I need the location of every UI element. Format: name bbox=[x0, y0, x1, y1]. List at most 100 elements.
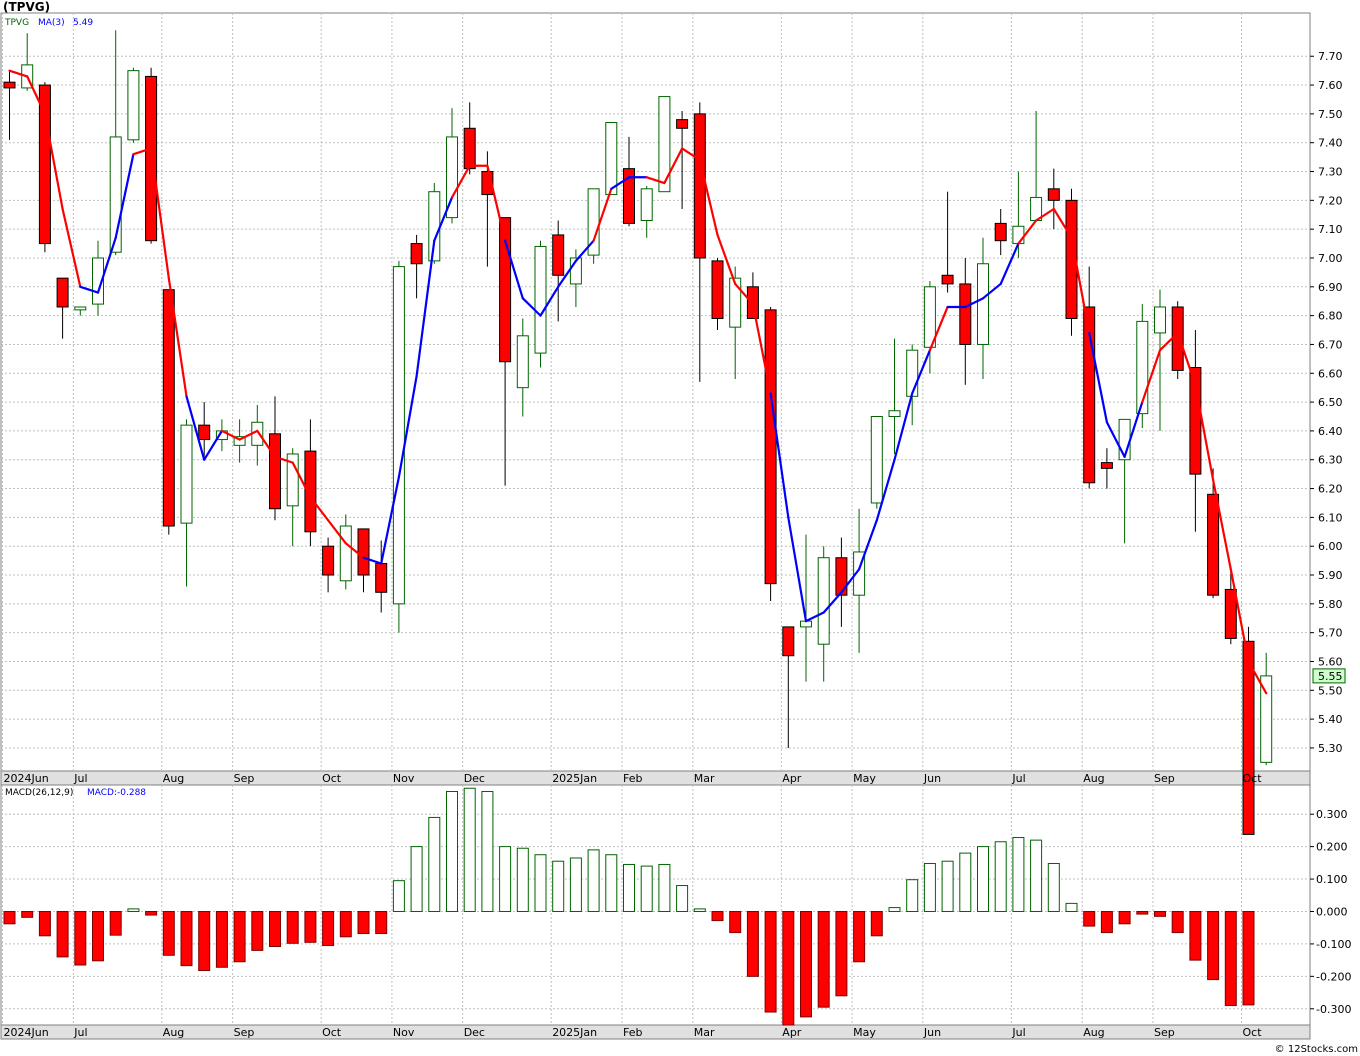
x-tick-label: 2024Jun bbox=[4, 1026, 49, 1039]
macd-y-axis: 0.300 0.200 0.100 0.000 -0.100 -0.200 -0.300 bbox=[1310, 808, 1351, 1016]
candle-body bbox=[198, 424, 211, 441]
price-ytick-label: 6.00 bbox=[1318, 540, 1343, 553]
x-tick-label: Apr bbox=[782, 772, 802, 785]
macd-bar bbox=[109, 910, 122, 936]
macd-bar bbox=[693, 908, 706, 912]
candle bbox=[1189, 330, 1202, 532]
macd-ytick-label: -0.200 bbox=[1316, 970, 1351, 983]
ma3-segment bbox=[521, 297, 542, 317]
macd-bar bbox=[499, 846, 512, 912]
candle-body bbox=[640, 188, 653, 222]
candle-body bbox=[1242, 640, 1255, 835]
macd-bar bbox=[233, 910, 246, 963]
candle bbox=[410, 234, 423, 299]
macd-bar bbox=[711, 910, 724, 922]
price-ytick-label: 7.60 bbox=[1318, 79, 1343, 92]
macd-bar bbox=[410, 846, 423, 912]
macd-bar bbox=[1012, 837, 1025, 912]
candle bbox=[304, 419, 317, 547]
candle-body bbox=[74, 306, 87, 311]
x-tick-label: Jul bbox=[1011, 772, 1025, 785]
candle bbox=[817, 546, 830, 682]
candle-body bbox=[127, 70, 140, 141]
ma3-segment bbox=[787, 516, 808, 623]
x-tick-label: Sep bbox=[234, 772, 255, 785]
ma3-segment bbox=[8, 69, 29, 78]
macd-legend-value: MACD:-0.288 bbox=[87, 788, 146, 798]
candle-body bbox=[906, 349, 919, 397]
ma3-segment bbox=[1141, 349, 1162, 404]
candle-body bbox=[357, 528, 370, 576]
candle-body bbox=[428, 191, 441, 262]
candle-body bbox=[375, 562, 388, 593]
ma3-segment bbox=[415, 239, 436, 378]
candle-body bbox=[817, 557, 830, 645]
macd-bar bbox=[569, 857, 582, 912]
macd-bar bbox=[1030, 839, 1043, 912]
macd-bar bbox=[251, 910, 264, 951]
x-tick-label: 2024Jun bbox=[4, 772, 49, 785]
ma3-segment bbox=[574, 239, 595, 262]
ma3-segment bbox=[167, 277, 188, 398]
ma3-segment bbox=[1247, 660, 1268, 695]
ma3-segment bbox=[362, 556, 383, 565]
x-tick-label: Jul bbox=[1011, 1026, 1025, 1039]
price-ytick-label: 5.40 bbox=[1318, 713, 1343, 726]
x-tick-label: 2025Jan bbox=[552, 1026, 597, 1039]
candle bbox=[941, 191, 954, 293]
ma3-segment bbox=[663, 147, 684, 185]
candle-body bbox=[1154, 306, 1166, 334]
macd-bar bbox=[605, 854, 618, 912]
candle-body bbox=[623, 168, 635, 224]
candle-body bbox=[1260, 675, 1273, 763]
candle bbox=[959, 257, 972, 385]
x-tick-label: May bbox=[853, 772, 876, 785]
candle-body bbox=[410, 243, 423, 265]
candle bbox=[711, 257, 724, 331]
price-ytick-label: 5.80 bbox=[1318, 598, 1343, 611]
x-tick-label: Oct bbox=[322, 1026, 342, 1039]
candle bbox=[1136, 304, 1149, 429]
candle bbox=[1154, 289, 1166, 431]
candle-body bbox=[888, 410, 901, 417]
macd-bar bbox=[1047, 862, 1060, 912]
macd-bar bbox=[764, 910, 777, 1013]
candle-body bbox=[676, 119, 689, 129]
price-ytick-label: 6.40 bbox=[1318, 425, 1343, 438]
macd-bar bbox=[304, 910, 317, 943]
price-ytick-label: 5.60 bbox=[1318, 655, 1343, 668]
ma3-segment bbox=[981, 282, 1002, 300]
price-ytick-label: 7.00 bbox=[1318, 252, 1343, 265]
candle-body bbox=[304, 450, 317, 533]
candle bbox=[1171, 301, 1184, 380]
macd-bar bbox=[322, 910, 335, 947]
candle bbox=[888, 338, 901, 454]
ma3-segment bbox=[734, 282, 755, 306]
macd-ytick-label: 0.000 bbox=[1316, 905, 1348, 918]
ma3-segment bbox=[450, 164, 471, 199]
candle-body bbox=[180, 424, 193, 524]
candle bbox=[499, 217, 512, 486]
ma3-segment bbox=[238, 429, 259, 441]
ma3-segment bbox=[1158, 331, 1179, 352]
chart-title: (TPVG) bbox=[3, 0, 50, 14]
macd-date-strip bbox=[0, 1024, 1311, 1040]
price-ytick-label: 5.90 bbox=[1318, 569, 1343, 582]
macd-grid bbox=[1, 785, 1310, 1025]
x-tick-label: May bbox=[853, 1026, 876, 1039]
ma3-segment bbox=[999, 242, 1020, 286]
price-ytick-label: 5.70 bbox=[1318, 627, 1343, 640]
ma3-segment bbox=[380, 475, 400, 565]
candle-body bbox=[339, 525, 352, 582]
candle-body bbox=[552, 234, 565, 276]
macd-bar bbox=[959, 852, 972, 912]
x-tick-label: Sep bbox=[1154, 1026, 1175, 1039]
candle bbox=[92, 240, 104, 316]
x-tick-label: Oct bbox=[1243, 772, 1263, 785]
candle-body bbox=[1207, 493, 1220, 596]
macd-bar bbox=[1118, 910, 1131, 925]
candle-body bbox=[38, 84, 51, 245]
candle-body bbox=[1100, 462, 1113, 469]
candle-body bbox=[1171, 306, 1184, 371]
